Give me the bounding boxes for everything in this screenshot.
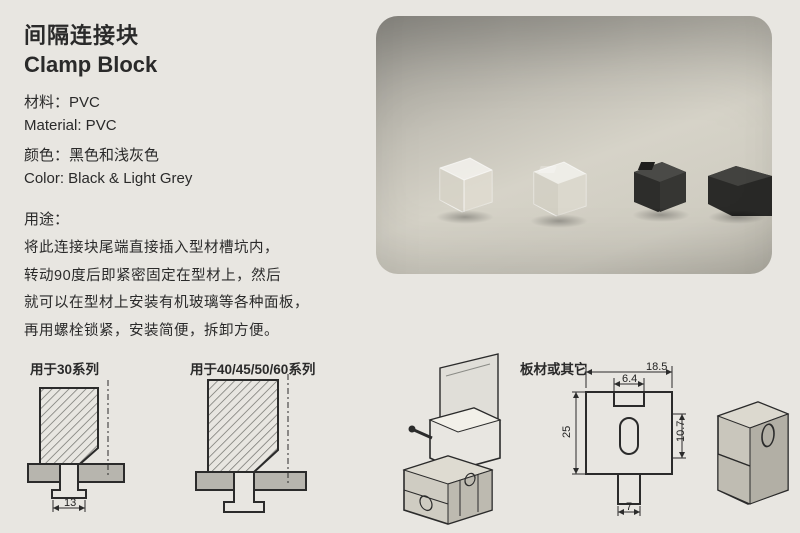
svg-text:18.5: 18.5 bbox=[646, 361, 667, 373]
svg-text:6.4: 6.4 bbox=[622, 373, 637, 385]
diagram-label-30: 用于30系列 bbox=[30, 358, 99, 378]
svg-text:7: 7 bbox=[626, 501, 632, 513]
photo-item-black-block bbox=[626, 140, 696, 214]
svg-text:13: 13 bbox=[64, 497, 76, 509]
diagram-row: 用于30系列 用于40/45/50/60系列 板材或其它 13 bbox=[0, 350, 800, 530]
figure-30-series: 13 bbox=[20, 378, 140, 523]
title-en: Clamp Block bbox=[24, 52, 354, 78]
spec-text-block: 间隔连接块 Clamp Block 材料：PVC Material: PVC 颜… bbox=[24, 18, 354, 345]
figure-40-series bbox=[190, 374, 320, 529]
figure-iso-block bbox=[710, 394, 800, 529]
usage-line: 再用螺栓锁紧，安装简便，拆卸方便。 bbox=[24, 318, 354, 346]
title-cn: 间隔连接块 bbox=[24, 18, 354, 50]
figure-assembly bbox=[370, 362, 550, 527]
color-cn: 颜色：黑色和浅灰色 bbox=[24, 145, 354, 168]
usage-text: 将此连接块尾端直接插入型材槽坑内， 转动90度后即紧密固定在型材上，然后 就可以… bbox=[24, 235, 354, 345]
usage-line: 将此连接块尾端直接插入型材槽坑内， bbox=[24, 235, 354, 263]
usage-line: 就可以在型材上安装有机玻璃等各种面板， bbox=[24, 290, 354, 318]
photo-item-clear-cube bbox=[524, 146, 594, 220]
photo-item-black-block bbox=[702, 142, 772, 216]
product-photo bbox=[376, 16, 772, 274]
usage-line: 转动90度后即紧密固定在型材上，然后 bbox=[24, 263, 354, 291]
photo-item-clear-cube bbox=[430, 142, 500, 216]
svg-text:25: 25 bbox=[561, 426, 573, 438]
usage-label: 用途： bbox=[24, 208, 354, 229]
material-en: Material: PVC bbox=[24, 115, 354, 138]
color-en: Color: Black & Light Grey bbox=[24, 168, 354, 191]
svg-text:10.7: 10.7 bbox=[675, 421, 687, 442]
figure-front-view: 18.5 6.4 25 10.7 bbox=[572, 362, 702, 527]
material-cn: 材料：PVC bbox=[24, 92, 354, 115]
